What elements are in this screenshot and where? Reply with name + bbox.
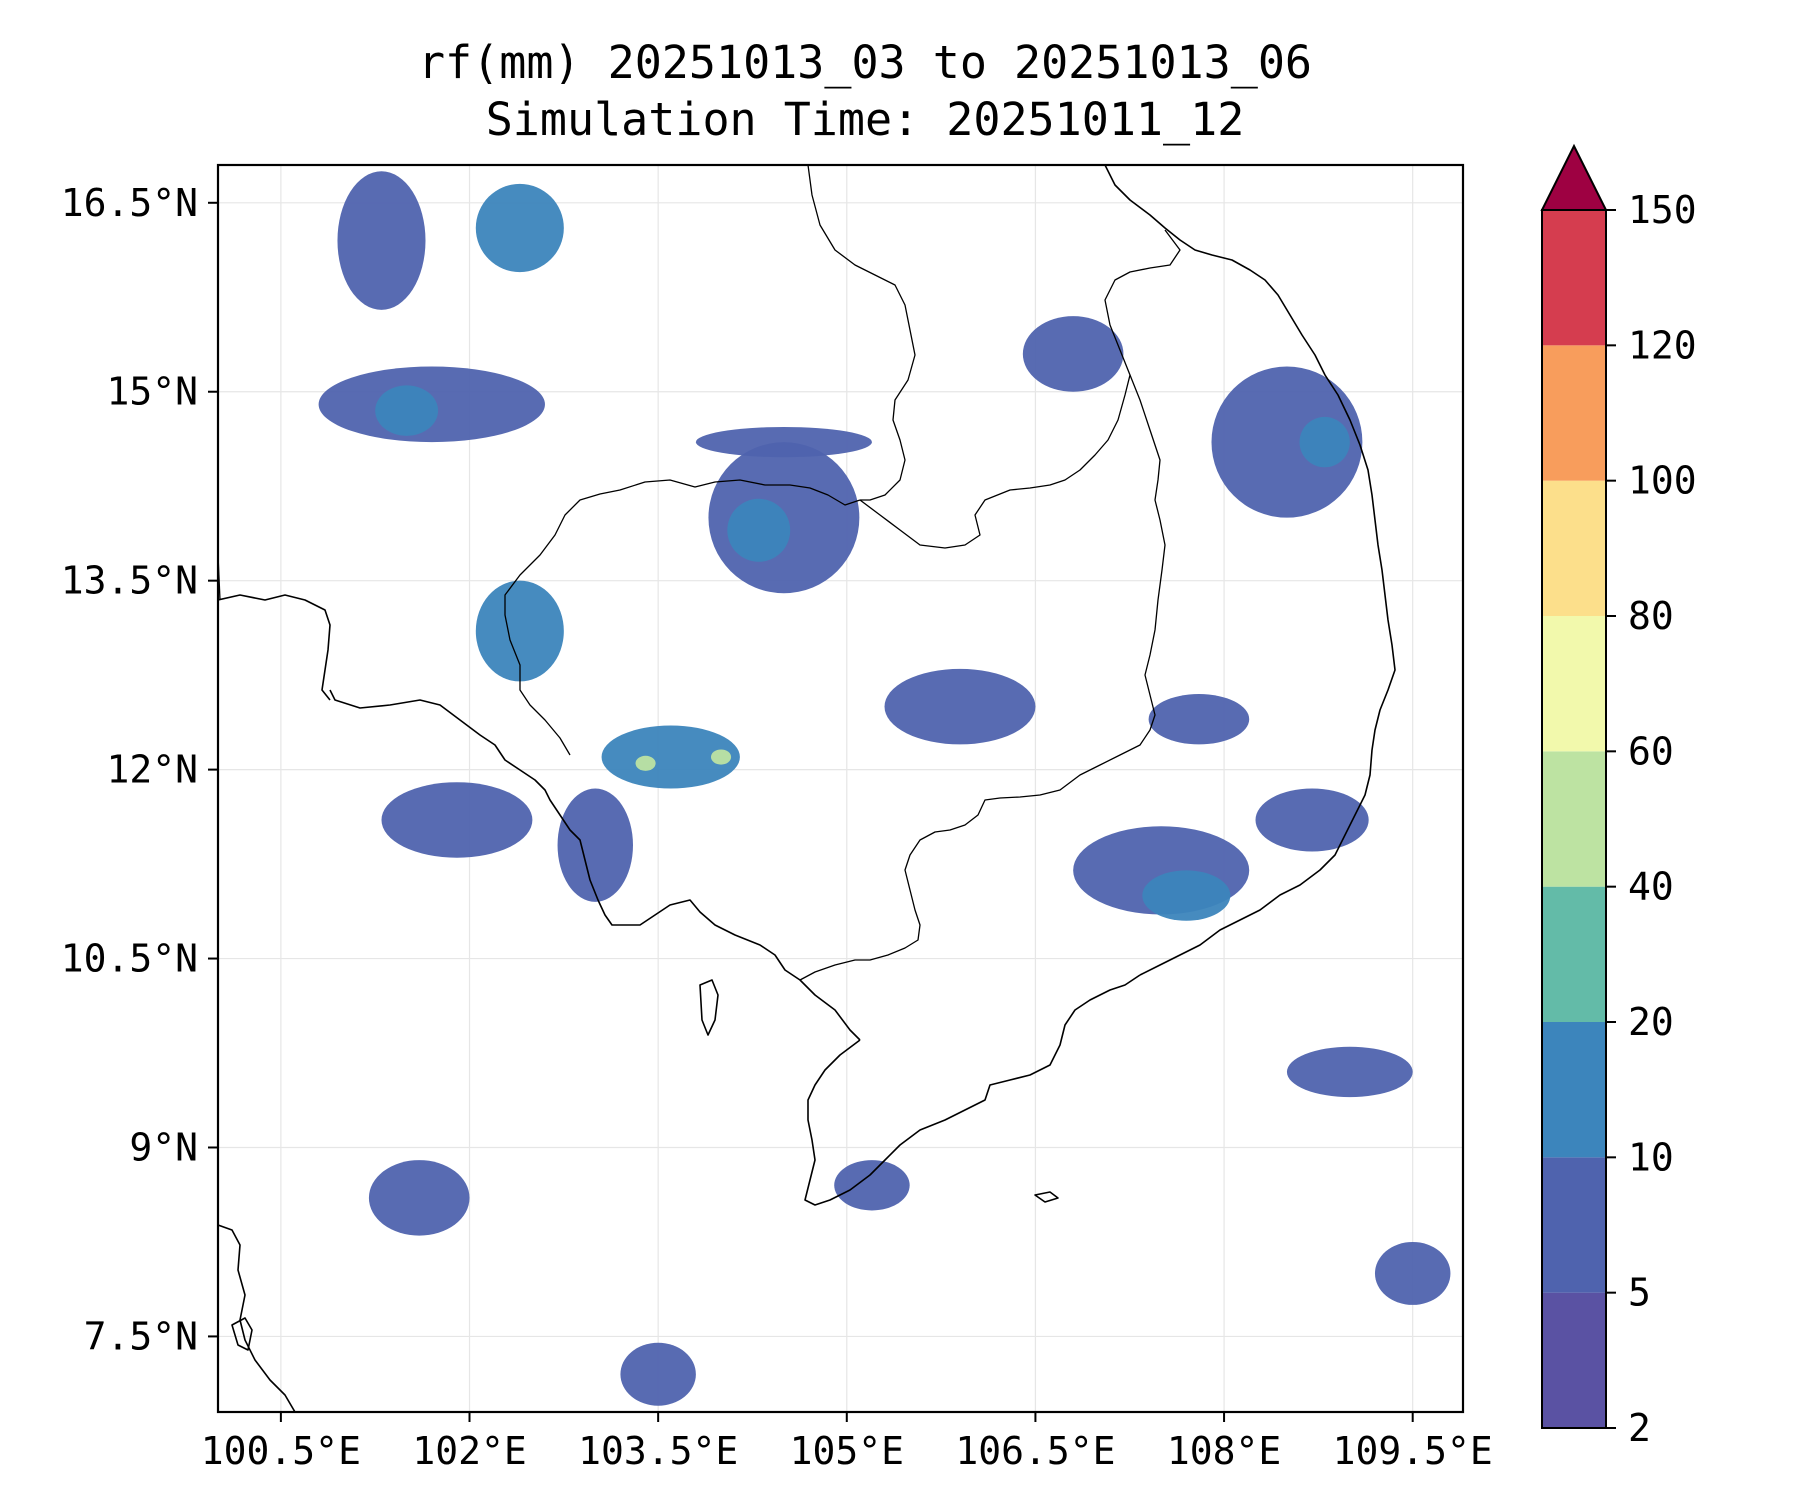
rain-cell-14 xyxy=(1299,416,1350,468)
y-tick-label: 16.5°N xyxy=(61,181,198,225)
delta-coastline xyxy=(804,974,1141,1206)
x-tick-label: 102°E xyxy=(412,1429,526,1473)
x-tick-label: 106.5°E xyxy=(955,1429,1115,1473)
rain-cell-12 xyxy=(1022,316,1124,392)
colorbar-tick-label: 5 xyxy=(1628,1271,1651,1315)
phu-quoc-island xyxy=(699,979,719,1036)
vietnam-east-coastline xyxy=(1104,165,1396,976)
rain-cell-21 xyxy=(368,1160,470,1236)
laos-thailand-border xyxy=(807,165,916,501)
rain-cell-13 xyxy=(1211,366,1363,518)
thailand-cambodia-border xyxy=(504,479,861,756)
colorbar-cell-5 xyxy=(1542,616,1606,752)
colorbar-tick-label: 40 xyxy=(1628,865,1674,909)
rain-cell-0 xyxy=(337,171,426,310)
y-tick-label: 9°N xyxy=(129,1125,198,1169)
x-tick-label: 105°E xyxy=(790,1429,904,1473)
map-frame xyxy=(216,163,1465,1414)
rain-cell-11 xyxy=(557,788,633,902)
rain-cell-18 xyxy=(1148,694,1250,745)
thailand-gulf-coastline xyxy=(218,594,331,701)
rain-cell-16 xyxy=(1142,870,1231,921)
con-dao-island xyxy=(1034,1191,1059,1203)
y-tick-label: 15°N xyxy=(106,370,198,414)
y-tick-label: 7.5°N xyxy=(84,1314,198,1358)
x-tick-label: 108°E xyxy=(1167,1429,1281,1473)
rain-cell-20 xyxy=(695,426,872,458)
y-axis: 16.5°N 15°N 13.5°N 12°N 10.5°N 9°N 7.5°N xyxy=(61,181,218,1358)
coastline-layer xyxy=(218,165,1396,1412)
y-tick-label: 13.5°N xyxy=(61,559,198,603)
cambodia-coastline xyxy=(329,689,861,1041)
colorbar-cell-0 xyxy=(1542,1292,1606,1428)
island-outline xyxy=(231,1317,253,1351)
rain-cell-6 xyxy=(475,580,564,682)
rain-cell-10 xyxy=(381,782,533,858)
country-borders xyxy=(218,165,1181,981)
rain-cell-7 xyxy=(601,725,740,789)
x-axis: 100.5°E 102°E 103.5°E 105°E 106.5°E 108°E 109.… xyxy=(201,1412,1493,1473)
cambodia-vietnam-border xyxy=(799,374,1166,981)
colorbar-tick-label: 20 xyxy=(1628,1000,1674,1044)
rain-cell-17 xyxy=(1255,788,1369,852)
rainfall-layer xyxy=(318,171,1451,1406)
colorbar-extend-arrow xyxy=(1540,143,1608,211)
rain-cell-3 xyxy=(375,385,439,436)
colorbar-cell-7 xyxy=(1542,345,1606,481)
rain-cell-25 xyxy=(620,1342,696,1406)
x-tick-label: 100.5°E xyxy=(201,1429,361,1473)
colorbar-cell-2 xyxy=(1542,1022,1606,1158)
colorbar-ticks: 2 5 10 20 40 60 80 100 120 150 xyxy=(1606,188,1697,1450)
rain-cell-24 xyxy=(1374,1241,1451,1305)
colorbar-cell-4 xyxy=(1542,751,1606,887)
colorbar-cell-1 xyxy=(1542,1157,1606,1293)
colorbar-cells xyxy=(1541,209,1607,1429)
colorbar-tick-label: 100 xyxy=(1628,459,1697,503)
colorbar-tick-label: 80 xyxy=(1628,594,1674,638)
rain-cell-23 xyxy=(1286,1046,1413,1098)
colorbar: 2 5 10 20 40 60 80 100 120 150 xyxy=(1540,143,1697,1450)
y-tick-label: 10.5°N xyxy=(61,937,198,981)
rain-cell-1 xyxy=(475,183,564,273)
colorbar-cell-8 xyxy=(1542,210,1606,346)
y-tick-label: 12°N xyxy=(106,748,198,792)
rain-cell-5 xyxy=(727,498,791,562)
rain-cell-8 xyxy=(635,755,656,771)
colorbar-cell-6 xyxy=(1542,480,1606,616)
rain-cell-9 xyxy=(710,749,732,765)
colorbar-tick-label: 150 xyxy=(1628,188,1697,232)
rain-cell-19 xyxy=(884,668,1036,745)
colorbar-tick-label: 120 xyxy=(1628,323,1697,367)
map-subtitle: Simulation Time: 20251011_12 xyxy=(486,93,1245,146)
x-tick-label: 109.5°E xyxy=(1333,1429,1493,1473)
map-panel: 100.5°E 102°E 103.5°E 105°E 106.5°E 108°E 109.… xyxy=(61,163,1493,1473)
colorbar-tick-label: 2 xyxy=(1628,1406,1651,1450)
colorbar-cell-3 xyxy=(1542,886,1606,1022)
rain-cell-22 xyxy=(834,1160,910,1211)
laos-cambodia-border xyxy=(859,229,1181,549)
colorbar-tick-label: 60 xyxy=(1628,729,1674,773)
colorbar-tick-label: 10 xyxy=(1628,1135,1674,1179)
map-title: rf(mm) 20251013_03 to 20251013_06 xyxy=(418,36,1312,89)
x-tick-label: 103.5°E xyxy=(578,1429,738,1473)
